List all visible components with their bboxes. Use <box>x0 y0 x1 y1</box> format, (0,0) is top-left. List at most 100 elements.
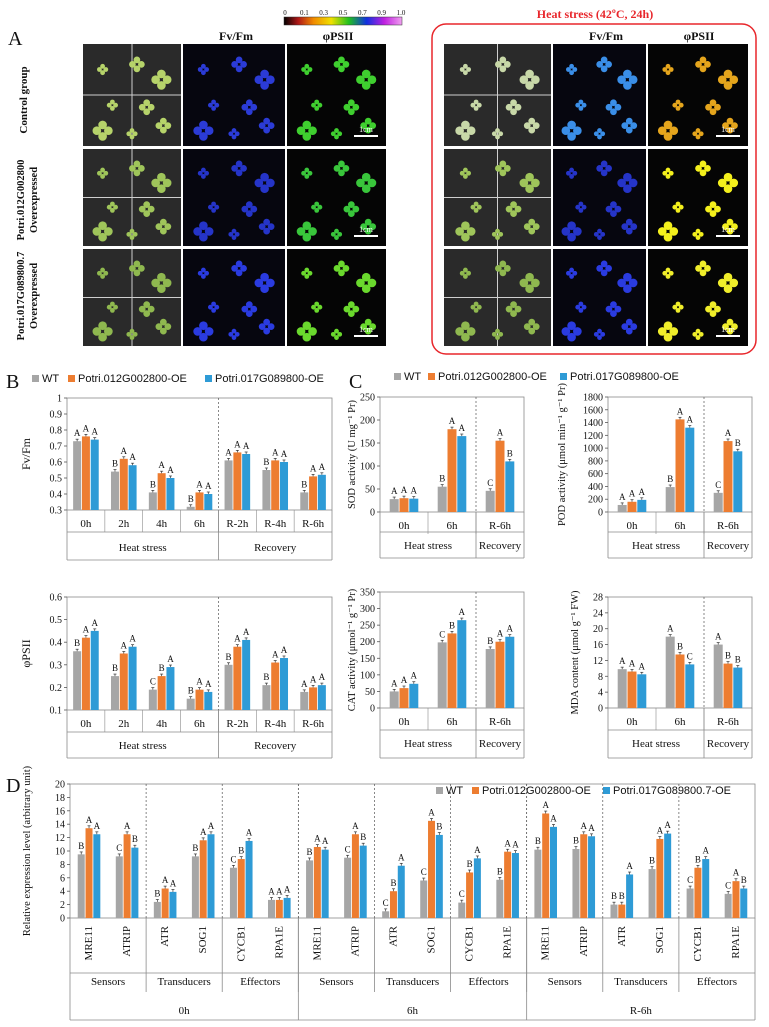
legend-c-wt: WT <box>404 371 421 383</box>
seedling-leaf <box>126 131 132 137</box>
significance-letter: A <box>401 675 408 685</box>
seedling-leaf <box>621 323 629 330</box>
bar <box>664 833 672 918</box>
bar <box>437 642 447 708</box>
y-tick-label: 0.6 <box>50 593 63 604</box>
seedling-leaf <box>103 170 109 176</box>
seedling-leaf <box>126 331 132 337</box>
seedling-leaf <box>231 265 238 272</box>
bar <box>157 676 166 710</box>
seedling-leaf <box>342 61 350 68</box>
seedling-leaf <box>352 205 360 213</box>
category-label: RPA1E <box>730 926 742 959</box>
chart-gene-expression: 0 2 4 6 8 10 12 14 16 18 20 Relative expression lev… <box>22 765 756 1021</box>
seedling-leaf <box>731 323 738 330</box>
group-label: Recovery <box>707 540 750 552</box>
significance-letter: B <box>735 655 741 665</box>
color-scale-tick: 0.7 <box>358 9 367 17</box>
group-label: Heat stress <box>119 740 167 752</box>
seedling-leaf <box>561 126 571 136</box>
bar <box>207 834 215 918</box>
panel-c-label: C <box>349 371 362 393</box>
y-tick-label: 100 <box>360 670 375 681</box>
category-label: R-6h <box>717 716 740 728</box>
seedling-leaf <box>157 272 166 282</box>
bar <box>549 826 557 918</box>
seedling-leaf <box>731 223 738 230</box>
significance-letter: A <box>398 852 405 862</box>
seedling-leaf <box>597 134 602 140</box>
significance-letter: A <box>497 629 504 639</box>
seedling-leaf <box>245 310 253 317</box>
significance-letter: B <box>667 474 673 484</box>
seedling-leaf <box>204 227 214 236</box>
bar <box>309 687 318 710</box>
seedling-leaf <box>193 327 202 336</box>
seedling-leaf <box>211 301 217 307</box>
y-tick-label: 4 <box>60 887 65 898</box>
category-label: SOG1 <box>197 926 209 954</box>
seedling-leaf <box>491 331 497 337</box>
seedling-leaf <box>695 265 702 272</box>
significance-letter: A <box>629 489 636 499</box>
seedling-leaf <box>663 120 673 130</box>
seedling-leaf <box>495 235 500 240</box>
seedling-leaf <box>695 165 702 172</box>
seedling-leaf <box>617 75 626 85</box>
seedling-leaf <box>525 284 534 294</box>
seedling-leaf <box>503 165 511 172</box>
seedling-leaf <box>698 231 704 237</box>
significance-letter: A <box>391 678 398 688</box>
seedling-leaf <box>231 134 237 140</box>
category-label: ATRIP <box>121 926 133 957</box>
seedling-leaf <box>476 204 482 210</box>
seedling-leaf <box>267 323 275 330</box>
seedling-leaf <box>528 218 536 226</box>
seedling-leaf <box>204 327 214 336</box>
significance-letter: A <box>507 624 514 634</box>
seedling-leaf <box>531 178 540 188</box>
seedling-leaf <box>600 331 606 337</box>
seedling-leaf <box>726 126 734 134</box>
seedling-leaf <box>578 201 584 207</box>
bar <box>496 879 504 918</box>
significance-letter: A <box>121 446 128 456</box>
y-axis-label: Fv/Fm <box>19 437 33 470</box>
significance-letter: A <box>428 807 435 817</box>
bar <box>610 904 618 918</box>
group-label: Effectors <box>240 976 280 988</box>
seedling-leaf <box>717 178 727 188</box>
seedling-leaf <box>675 308 681 313</box>
bar <box>723 441 733 512</box>
seedling-leaf <box>581 204 587 210</box>
seedling-leaf <box>338 56 345 64</box>
group-label: Heat stress <box>632 738 680 750</box>
significance-letter: A <box>129 634 136 644</box>
seedling-leaf <box>466 126 476 136</box>
seedling-leaf <box>617 278 626 288</box>
seedling-leaf <box>495 134 500 140</box>
seedling-leaf <box>302 221 312 231</box>
y-tick-label: 800 <box>588 456 603 467</box>
seedling-leaf <box>514 103 522 111</box>
bar <box>457 620 467 708</box>
seedling-leaf <box>491 231 497 237</box>
bar <box>686 888 694 918</box>
category-label: R-6h <box>302 518 325 530</box>
scale-bar-label: 1cm <box>721 325 736 334</box>
y-tick-label: 50 <box>365 485 375 496</box>
seedling-leaf <box>531 75 540 85</box>
y-axis-label: SOD activity (U mg⁻¹ Pr) <box>347 399 358 509</box>
seedling-leaf <box>692 231 698 237</box>
seedling-leaf <box>143 310 151 317</box>
seedling-leaf <box>623 69 632 79</box>
seedling-leaf <box>610 310 617 317</box>
row-label-potri012-line2: Overexpressed <box>29 167 40 233</box>
legend-c-wt-swatch <box>394 373 401 380</box>
seedling-leaf <box>663 332 673 342</box>
seedling-leaf <box>338 169 345 177</box>
seedling-leaf <box>672 204 678 210</box>
seedling-leaf <box>129 235 135 240</box>
seedling-leaf <box>304 70 310 76</box>
